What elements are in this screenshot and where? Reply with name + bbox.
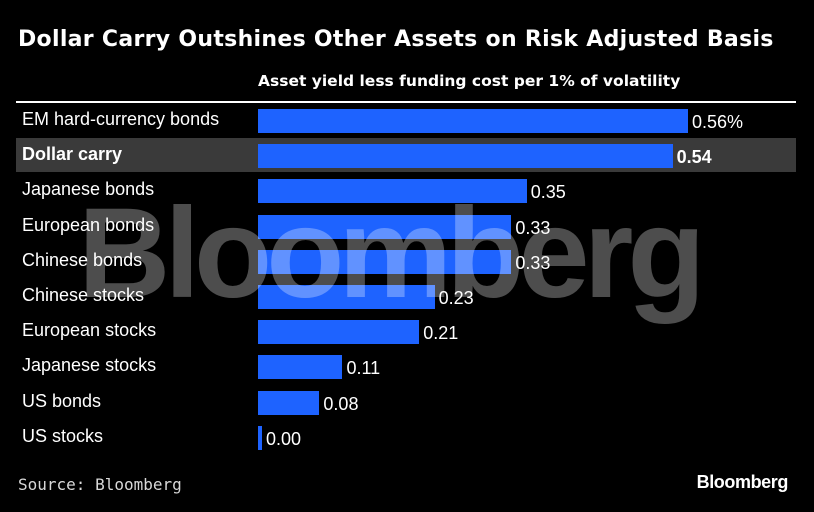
bloomberg-logo: Bloomberg — [696, 472, 789, 492]
category-label: Japanese bonds — [22, 179, 155, 200]
bar — [258, 355, 343, 380]
category-label: European stocks — [22, 320, 157, 341]
bar — [258, 320, 420, 345]
category-label: US bonds — [22, 390, 102, 411]
bar — [258, 144, 673, 169]
bar-row: EM hard-currency bonds 0.56% — [16, 103, 796, 137]
bar-row: Chinese bonds 0.33 — [16, 244, 796, 278]
chart-subtitle: Asset yield less funding cost per 1% of … — [258, 72, 681, 90]
category-label: EM hard-currency bonds — [22, 109, 220, 129]
bar — [258, 425, 262, 450]
value-label: 0.35 — [530, 182, 566, 203]
bar-row: Japanese stocks 0.11 — [16, 349, 796, 383]
bar-row: European bonds 0.33 — [16, 209, 796, 243]
bar — [258, 109, 688, 133]
value-label: 0.33 — [515, 217, 551, 238]
category-label: Chinese bonds — [22, 249, 143, 270]
bar-row: US bonds 0.08 — [16, 385, 796, 419]
bar-row: European stocks 0.21 — [16, 314, 796, 348]
value-label: 0.21 — [423, 323, 459, 344]
value-label: 0.33 — [515, 252, 551, 273]
value-label: 0.11 — [346, 358, 381, 379]
header-rule — [16, 101, 796, 103]
value-label: 0.23 — [438, 288, 474, 308]
chart-title: Dollar Carry Outshines Other Assets on R… — [18, 27, 774, 52]
bar — [258, 390, 320, 415]
bar — [258, 214, 512, 239]
category-label: European bonds — [22, 214, 155, 235]
value-label: 0.00 — [266, 428, 302, 449]
category-label: Chinese stocks — [22, 285, 145, 305]
category-label: Dollar carry — [22, 144, 123, 165]
bar — [258, 285, 435, 309]
bar — [258, 179, 527, 204]
bar-row: Chinese stocks 0.23 — [16, 279, 796, 313]
source-note: Source: Bloomberg — [18, 475, 182, 494]
category-label: US stocks — [22, 425, 104, 446]
bar-row: Japanese bonds 0.35 — [16, 173, 796, 207]
bar — [258, 249, 512, 274]
value-label: 0.54 — [676, 147, 712, 168]
bar-row: US stocks 0.00 — [16, 420, 796, 454]
value-label: 0.56% — [692, 112, 744, 132]
bar-row: Dollar carry 0.54 — [16, 138, 796, 173]
value-label: 0.08 — [323, 393, 359, 414]
category-label: Japanese stocks — [22, 355, 157, 376]
